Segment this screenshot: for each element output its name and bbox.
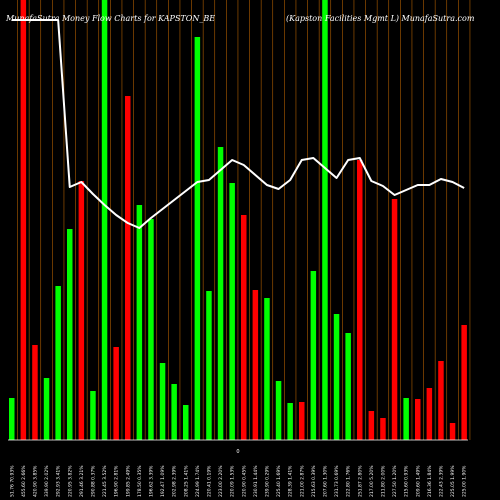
x-tick-label: 223.00 2.20% (218, 465, 224, 497)
bar-down (113, 347, 119, 440)
x-tick-label: 220.95 3.82% (67, 465, 73, 497)
price-line (11, 19, 465, 229)
bar-down (438, 361, 444, 440)
x-tick-label: 221.00 2.87% (299, 465, 305, 497)
bar-down (252, 290, 259, 440)
bar-up (345, 333, 351, 440)
x-tick-label: 455.60 2.66% (21, 465, 27, 497)
x-tick-label: 339.90 2.02% (44, 465, 50, 497)
axis-mid-label: 0 (236, 449, 239, 455)
bar-up (275, 381, 282, 440)
x-tick-label: 202.98 2.39% (172, 465, 178, 497)
bar-up (9, 398, 15, 440)
bar-up (217, 147, 224, 440)
bar-up (264, 298, 270, 440)
x-tick-label: 221.45 3.52% (102, 465, 108, 497)
bar-down (241, 215, 247, 440)
x-tick-label: 208.25 1.41% (183, 465, 189, 497)
x-tick-label: 220.09 1.53% (230, 465, 236, 497)
bar-up (206, 291, 212, 440)
x-tick-label: 196.90 2.81% (114, 465, 120, 497)
price-line-layer (11, 19, 465, 229)
chart-title-left: MunafaSutra Money Flow Charts for KAPSTO… (5, 14, 215, 23)
x-tick-label: 231.73 0.69% (334, 465, 340, 497)
x-tick-label: 178.50 0.35% (137, 465, 143, 497)
bar-up (136, 205, 143, 440)
x-tick-label: 292.93 3.41% (56, 465, 62, 497)
bar-up (229, 183, 235, 440)
bar-up (67, 229, 73, 440)
x-tick-label: 224.99 1.74% (195, 465, 201, 497)
bar-down (461, 325, 467, 440)
bar-down (426, 388, 433, 440)
bar-up (194, 37, 201, 440)
x-tick-label: 228.39 1.41% (288, 465, 294, 497)
x-tick-label: 192.47 1.09% (160, 465, 166, 497)
x-tick-label: 251.87 2.80% (357, 465, 363, 497)
bar-up (159, 363, 166, 440)
bar-up (148, 219, 154, 440)
bar-down (32, 345, 38, 440)
x-tick-label: 215.60 0.93% (404, 465, 410, 497)
x-tick-label: 420.90 3.85% (32, 465, 38, 497)
x-tick-label: 239.90 0.29% (264, 465, 270, 497)
bar-down (20, 0, 27, 440)
vertical-gridlines (17, 0, 471, 440)
x-tick-label: 227.50 1.20% (392, 465, 398, 497)
bar-up (322, 0, 328, 440)
bar-down (299, 402, 305, 440)
bar-down (449, 423, 456, 440)
bar-up (101, 0, 108, 440)
x-tick-label: 230.91 1.44% (253, 465, 259, 497)
bar-down (380, 418, 386, 440)
x-tick-label: 215.63 0.39% (311, 465, 317, 497)
bar-up (171, 384, 177, 440)
bar-down (391, 199, 398, 440)
x-tick-label: 220.90 0.45% (241, 465, 247, 497)
chart-title-right: (Kapston Facilities Mgmt L) MunafaSutra.… (286, 14, 475, 23)
x-tick-label: 211.80 2.00% (380, 465, 386, 497)
bar-up (90, 391, 96, 440)
x-tick-label: 225.40 1.69% (276, 465, 282, 497)
x-tick-label: 216.36 1.84% (427, 465, 433, 497)
bar-up (333, 314, 340, 440)
x-tick-label: 199.85 2.49% (125, 465, 131, 497)
bar-up (403, 398, 409, 440)
bar-down (357, 160, 363, 440)
bar-up (287, 403, 293, 440)
x-tick-label: 196.62 3.39% (148, 465, 154, 497)
money-flow-bars (9, 0, 467, 440)
x-tick-label: 220.41 0.19% (206, 465, 212, 497)
x-tick-label: 225.05 1.99% (450, 465, 456, 497)
bar-down (368, 411, 375, 440)
bar-down (78, 181, 85, 440)
x-tick-label: 209.60 1.49% (415, 465, 421, 497)
bar-up (183, 405, 189, 440)
x-tick-label: 291.46 3.21% (79, 465, 85, 497)
x-tick-label: 217.00 5.20% (369, 465, 375, 497)
x-tick-label: 222.43 2.39% (438, 465, 444, 497)
bar-up (43, 378, 50, 440)
bar-down (415, 399, 421, 440)
x-tick-labels: 51.76 70.93% 455.60 2.66% 420.90 3.85% 339.… (9, 465, 467, 497)
x-tick-label: 207.60 1.30% (322, 465, 328, 497)
bar-up (55, 286, 61, 440)
x-tick-label: 225.00 1.90% (462, 465, 468, 497)
x-tick-label: 290.88 0.37% (90, 465, 96, 497)
bar-up (310, 271, 317, 440)
x-tick-label: 222.80 1.76% (346, 465, 352, 497)
bar-down (125, 96, 131, 440)
x-tick-label: 51.76 70.93% (9, 465, 15, 497)
